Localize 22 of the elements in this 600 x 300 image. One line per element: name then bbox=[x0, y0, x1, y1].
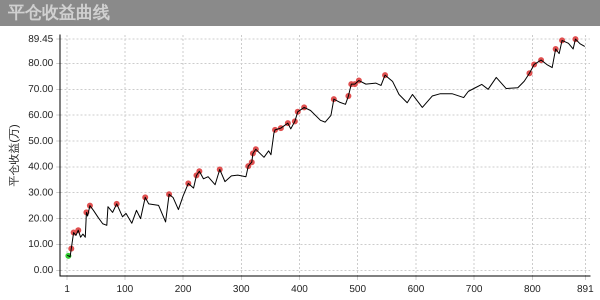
x-tick-label: 700 bbox=[466, 284, 483, 295]
y-tick-label: 80.00 bbox=[28, 58, 54, 70]
y-axis-title: 平仓收益(万) bbox=[8, 124, 21, 187]
x-tick-label: 600 bbox=[408, 284, 425, 295]
x-tick-label: 500 bbox=[349, 284, 366, 295]
x-tick-label: 200 bbox=[174, 284, 192, 295]
y-tick-label: 89.45 bbox=[28, 34, 54, 45]
y-tick-label: 60.00 bbox=[28, 110, 54, 121]
x-tick-label: 800 bbox=[524, 284, 542, 295]
y-tick-label: 40.00 bbox=[28, 162, 54, 173]
x-tick-label: 300 bbox=[232, 284, 250, 295]
x-tick-label: 891 bbox=[577, 284, 594, 295]
chart-title: 平仓收益曲线 bbox=[0, 0, 600, 26]
y-tick-label: 70.00 bbox=[28, 84, 54, 96]
x-tick-label: 1 bbox=[64, 284, 70, 295]
x-tick-label: 100 bbox=[116, 284, 134, 295]
y-tick-label: 30.00 bbox=[28, 187, 54, 198]
y-tick-label: 20.00 bbox=[28, 213, 54, 224]
y-tick-label: 10.00 bbox=[28, 239, 54, 250]
x-tick-label: 400 bbox=[291, 284, 308, 295]
y-tick-label: 0.00 bbox=[34, 265, 54, 276]
y-tick-label: 50.00 bbox=[28, 136, 54, 147]
